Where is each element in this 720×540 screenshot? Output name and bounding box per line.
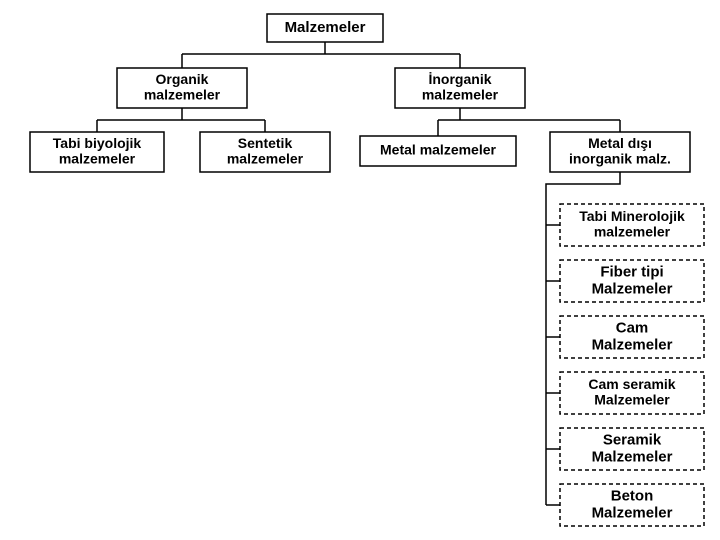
node-sentetik-label: Sentetik <box>238 135 293 151</box>
node-camseramik-label: Malzemeler <box>594 392 670 408</box>
node-sentetik: Sentetikmalzemeler <box>200 132 330 172</box>
node-tabi-label: malzemeler <box>59 151 136 167</box>
node-minerolojik-label: Tabi Minerolojik <box>579 208 685 224</box>
node-fiber: Fiber tipiMalzemeler <box>560 260 704 302</box>
node-minerolojik-label: malzemeler <box>594 224 671 240</box>
node-beton: BetonMalzemeler <box>560 484 704 526</box>
hierarchy-diagram: MalzemelerOrganikmalzemelerİnorganikmalz… <box>0 0 720 540</box>
node-metal-label: Metal malzemeler <box>380 142 496 158</box>
node-metaldisi: Metal dışıinorganik malz. <box>550 132 690 172</box>
node-beton-label: Beton <box>611 488 654 505</box>
node-inorganik-label: malzemeler <box>422 87 499 103</box>
node-metal: Metal malzemeler <box>360 136 516 166</box>
node-organik: Organikmalzemeler <box>117 68 247 108</box>
node-cam: CamMalzemeler <box>560 316 704 358</box>
node-organik-label: malzemeler <box>144 87 221 103</box>
node-fiber-label: Fiber tipi <box>600 264 663 281</box>
node-inorganik: İnorganikmalzemeler <box>395 68 525 108</box>
node-metaldisi-label: inorganik malz. <box>569 151 671 167</box>
node-camseramik-label: Cam seramik <box>588 376 675 392</box>
node-beton-label: Malzemeler <box>592 504 673 521</box>
node-cam-label: Malzemeler <box>592 336 673 353</box>
node-cam-label: Cam <box>616 320 649 337</box>
node-fiber-label: Malzemeler <box>592 280 673 297</box>
node-root: Malzemeler <box>267 14 383 42</box>
node-organik-label: Organik <box>156 71 209 87</box>
node-tabi-label: Tabi biyolojik <box>53 135 142 151</box>
node-sentetik-label: malzemeler <box>227 151 304 167</box>
node-root-label: Malzemeler <box>285 19 366 36</box>
node-inorganik-label: İnorganik <box>428 71 491 87</box>
node-minerolojik: Tabi Minerolojikmalzemeler <box>560 204 704 246</box>
node-camseramik: Cam seramikMalzemeler <box>560 372 704 414</box>
node-seramik-label: Malzemeler <box>592 448 673 465</box>
node-seramik: SeramikMalzemeler <box>560 428 704 470</box>
node-tabi: Tabi biyolojikmalzemeler <box>30 132 164 172</box>
node-seramik-label: Seramik <box>603 432 662 449</box>
node-metaldisi-label: Metal dışı <box>588 135 652 151</box>
